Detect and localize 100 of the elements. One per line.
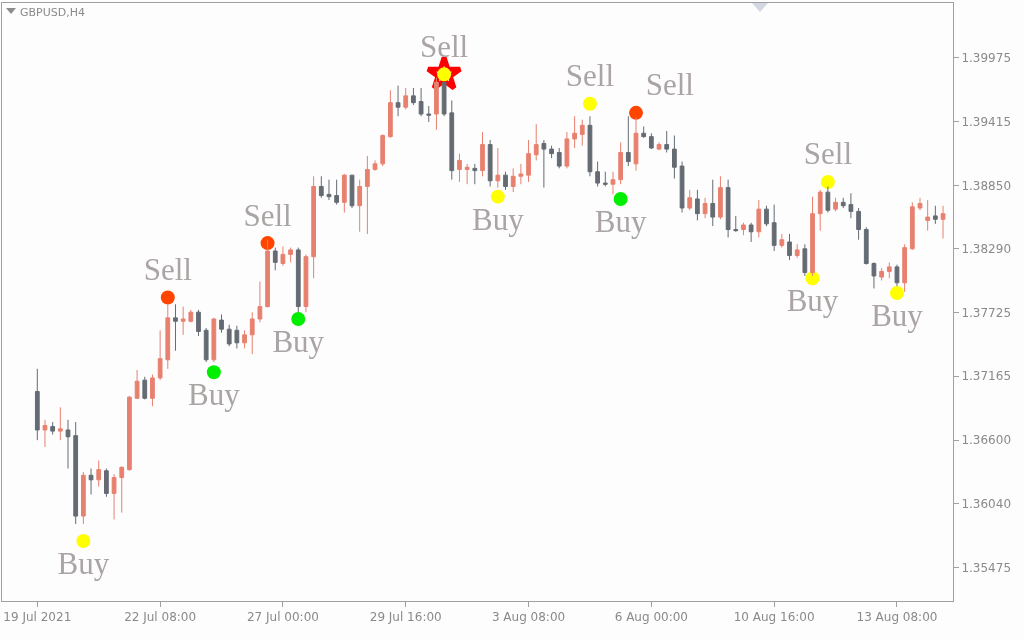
candlestick (326, 179, 332, 201)
data-label: Buy (594, 203, 647, 239)
x-tick-label: 10 Aug 16:00 (733, 610, 815, 625)
candlestick (656, 141, 662, 151)
candlestick (886, 261, 892, 279)
data-label: Buy (188, 377, 241, 413)
candlestick (134, 369, 140, 399)
candlestick (73, 421, 79, 525)
candlestick (756, 199, 762, 238)
point (291, 311, 306, 326)
candlestick (518, 163, 524, 185)
x-tick-label: 29 Jul 16:00 (369, 610, 442, 625)
candlestick (487, 139, 493, 187)
candlestick (833, 197, 838, 212)
candlestick (357, 179, 363, 233)
y-tick-label: 1.37165 (961, 369, 1012, 384)
candlestick (295, 247, 301, 313)
candlestick (894, 264, 900, 287)
candlestick (288, 247, 293, 263)
candlestick (249, 311, 255, 355)
candlestick (280, 246, 286, 267)
candlestick (157, 329, 163, 381)
candlestick (725, 179, 731, 238)
candlestick (426, 105, 432, 123)
candlestick (372, 159, 378, 172)
candlestick (710, 179, 716, 227)
candlestick (318, 175, 324, 199)
data-label: Buy (472, 201, 525, 237)
candlestick (234, 325, 240, 349)
candlestick (533, 123, 539, 161)
data-label: Sell (419, 28, 469, 64)
data-label: Sell (143, 251, 192, 287)
candlestick (303, 253, 309, 313)
candlestick (902, 243, 908, 293)
candlestick (871, 261, 877, 289)
candlestick (848, 192, 854, 219)
point (260, 236, 275, 251)
x-tick-label: 27 Jul 00:00 (246, 610, 319, 625)
candlestick (434, 77, 439, 131)
y-tick-label: 1.38290 (961, 241, 1012, 256)
y-tick-label: 1.39975 (961, 51, 1012, 66)
candlestick (641, 125, 647, 139)
candlestick (702, 197, 708, 219)
candlestick (503, 171, 508, 191)
candlestick (633, 116, 639, 172)
y-tick-label: 1.37725 (961, 305, 1012, 320)
point (889, 285, 904, 300)
candlestick (810, 196, 815, 277)
candlestick (242, 329, 247, 349)
candlestick (65, 419, 71, 469)
candlestick (388, 89, 393, 139)
point (76, 533, 91, 548)
data-label: Sell (803, 136, 853, 172)
candlestick (364, 155, 370, 235)
y-tick-label: 1.38850 (961, 178, 1012, 193)
candlestick (526, 139, 531, 183)
candlestick (549, 145, 554, 159)
candlestick (695, 189, 700, 221)
candlestick (196, 309, 201, 337)
candlestick (180, 306, 186, 336)
point (582, 96, 597, 111)
point (160, 290, 175, 305)
point (490, 189, 505, 204)
candlestick (802, 243, 808, 277)
x-tick-label: 6 Aug 00:00 (614, 610, 688, 625)
candlestick (341, 173, 347, 214)
candlestick (188, 309, 194, 323)
candlestick (464, 163, 470, 185)
candlestick (648, 132, 654, 150)
candlestick (211, 317, 217, 363)
candlestick (57, 406, 63, 441)
candlestick (42, 419, 48, 448)
candlestick (879, 267, 884, 281)
data-label: Buy (871, 297, 924, 333)
candlestick (119, 465, 125, 514)
candlestick (595, 161, 600, 187)
candlestick (856, 207, 861, 241)
candlestick (80, 471, 86, 525)
candlestick (825, 185, 831, 214)
candlestick (127, 395, 132, 472)
candlestick (863, 226, 869, 266)
point (629, 105, 643, 120)
data-label: Buy (272, 323, 325, 359)
candlestick (457, 153, 462, 183)
candlestick (764, 205, 769, 227)
y-tick-label: 1.35475 (961, 560, 1012, 575)
candlestick (787, 233, 792, 261)
point (206, 365, 221, 380)
candlestick (403, 87, 409, 110)
data-label: Sell (645, 67, 694, 103)
candlestick (741, 222, 746, 236)
x-tick-label: 13 Aug 08:00 (856, 610, 938, 625)
candlestick (203, 327, 209, 363)
candlestick (718, 175, 723, 220)
candlestick (932, 205, 938, 225)
candlestick (587, 115, 593, 177)
candlestick (395, 85, 401, 117)
data-label: Buy (57, 545, 110, 581)
candlestick (411, 87, 416, 106)
candlestick (449, 99, 455, 181)
